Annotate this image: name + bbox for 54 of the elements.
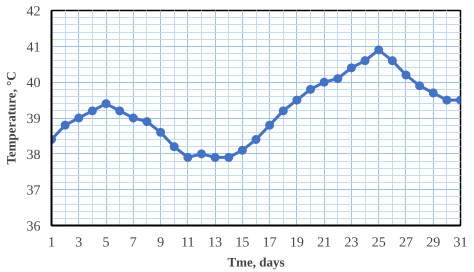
point xyxy=(128,114,138,122)
point xyxy=(388,56,397,66)
point xyxy=(156,128,166,137)
y-axis-title: Temperature, °C xyxy=(4,71,18,165)
point xyxy=(442,96,452,105)
x-tick-label: 31 xyxy=(454,236,468,250)
point xyxy=(142,117,152,126)
point xyxy=(210,152,220,162)
y-tick-label: 39 xyxy=(26,112,40,127)
point xyxy=(278,106,288,116)
point xyxy=(74,114,84,122)
point xyxy=(60,120,70,130)
point xyxy=(238,146,247,155)
point xyxy=(88,106,97,116)
x-tick-label: 11 xyxy=(181,236,195,250)
y-tick-label: 38 xyxy=(26,148,40,163)
point xyxy=(401,70,410,80)
x-tick-label: 13 xyxy=(208,236,222,250)
point xyxy=(415,81,424,90)
point xyxy=(196,149,206,158)
x-tick-label: 27 xyxy=(398,236,413,250)
x-axis-title: Tme, days xyxy=(227,254,285,270)
point xyxy=(320,78,329,87)
point xyxy=(224,152,234,162)
x-tick-label: 15 xyxy=(235,236,250,250)
x-tick-label: 1 xyxy=(48,236,55,250)
x-tick-label: 23 xyxy=(344,236,358,250)
point xyxy=(374,45,384,54)
x-tick-label: 17 xyxy=(262,236,277,250)
x-tick-label: 21 xyxy=(317,236,332,250)
y-tick-label: 42 xyxy=(26,4,40,20)
point xyxy=(115,106,124,116)
point xyxy=(102,99,111,108)
x-tick-label: 29 xyxy=(426,236,440,250)
y-tick-label: 36 xyxy=(26,220,40,234)
y-tick-label: 37 xyxy=(26,184,40,199)
point xyxy=(346,63,356,72)
point xyxy=(265,120,274,130)
x-tick-label: 5 xyxy=(102,236,110,250)
x-tick-label: 9 xyxy=(157,236,164,250)
point xyxy=(170,142,179,152)
point xyxy=(360,56,370,66)
point xyxy=(292,96,302,105)
point xyxy=(333,74,342,84)
x-tick-label: 3 xyxy=(75,236,82,250)
x-tick-label: 25 xyxy=(372,236,386,250)
point xyxy=(306,84,316,94)
x-tick-label: 19 xyxy=(290,236,304,250)
point xyxy=(252,135,260,144)
y-tick-label: 41 xyxy=(26,40,40,56)
point xyxy=(183,152,192,162)
y-tick-label: 40 xyxy=(26,76,40,92)
x-tick-label: 7 xyxy=(130,236,137,250)
point xyxy=(428,88,438,98)
